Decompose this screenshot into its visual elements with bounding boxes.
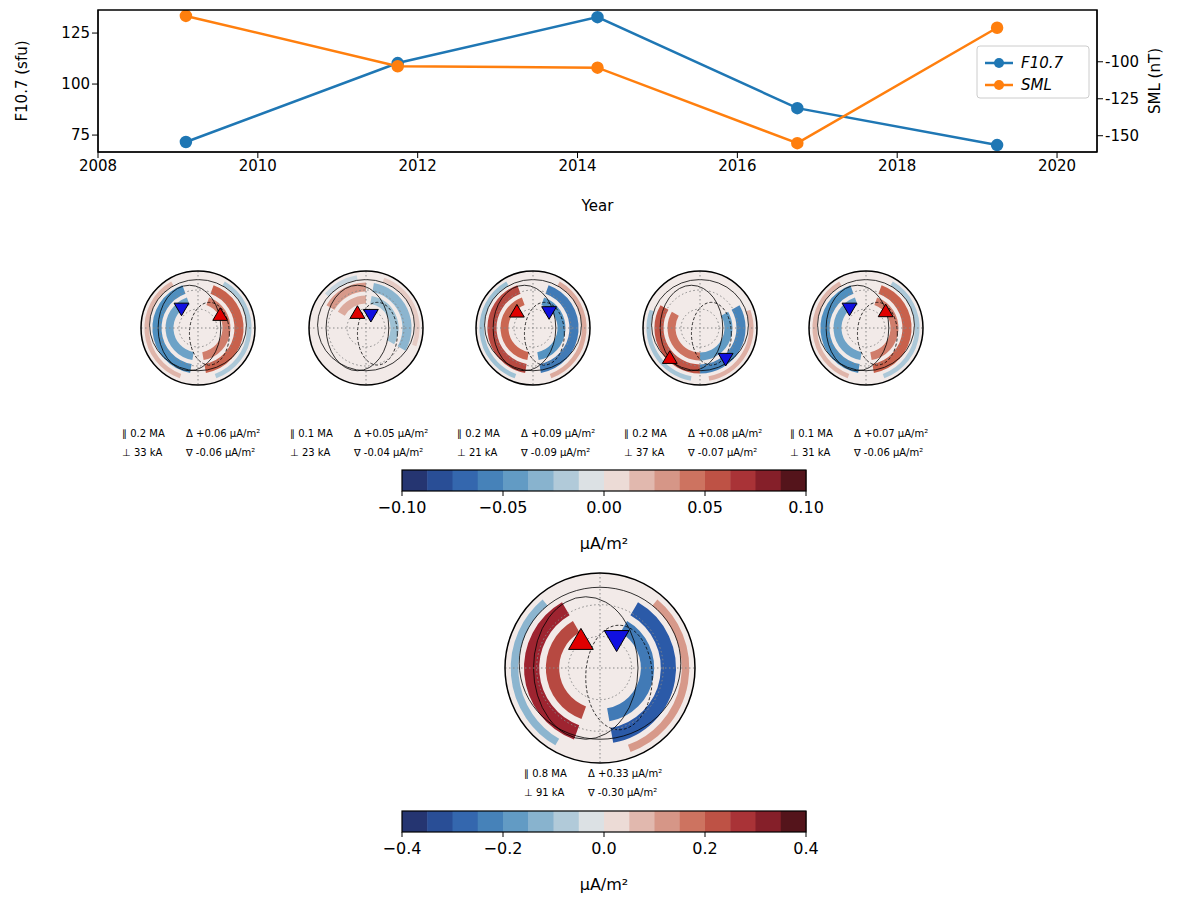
svg-text:μA/m²: μA/m² <box>580 534 629 553</box>
svg-text:Δ +0.09 μA/m²: Δ +0.09 μA/m² <box>521 428 595 439</box>
svg-text:∇ -0.30 μA/m²: ∇ -0.30 μA/m² <box>587 787 657 798</box>
svg-text:2016: 2016 <box>718 157 756 175</box>
svg-text:⊥ 31 kA: ⊥ 31 kA <box>790 447 831 458</box>
svg-text:−0.2: −0.2 <box>484 839 523 858</box>
svg-text:2010: 2010 <box>239 157 277 175</box>
svg-text:∇ -0.09 μA/m²: ∇ -0.09 μA/m² <box>520 447 590 458</box>
svg-text:125: 125 <box>61 24 90 42</box>
svg-text:μA/m²: μA/m² <box>580 875 629 894</box>
svg-text:⊥ 91 kA: ⊥ 91 kA <box>524 787 565 798</box>
svg-text:Δ +0.33 μA/m²: Δ +0.33 μA/m² <box>588 768 662 779</box>
svg-text:0.0: 0.0 <box>591 839 616 858</box>
svg-text:∥ 0.1 MA: ∥ 0.1 MA <box>290 428 333 440</box>
svg-text:0.10: 0.10 <box>788 498 824 517</box>
svg-text:2008: 2008 <box>79 157 117 175</box>
svg-text:∥ 0.2 MA: ∥ 0.2 MA <box>624 428 667 440</box>
svg-text:∇ -0.04 μA/m²: ∇ -0.04 μA/m² <box>353 447 423 458</box>
svg-text:∥ 0.2 MA: ∥ 0.2 MA <box>457 428 500 440</box>
svg-text:F10.7: F10.7 <box>1021 54 1063 72</box>
svg-text:2014: 2014 <box>558 157 596 175</box>
svg-text:⊥ 23 kA: ⊥ 23 kA <box>290 447 331 458</box>
svg-text:2012: 2012 <box>399 157 437 175</box>
svg-text:∇ -0.06 μA/m²: ∇ -0.06 μA/m² <box>853 447 923 458</box>
svg-text:∇ -0.06 μA/m²: ∇ -0.06 μA/m² <box>185 447 255 458</box>
svg-text:∇ -0.07 μA/m²: ∇ -0.07 μA/m² <box>687 447 757 458</box>
svg-text:⊥ 37 kA: ⊥ 37 kA <box>624 447 665 458</box>
svg-text:SML (nT): SML (nT) <box>1146 48 1164 114</box>
svg-text:Δ +0.08 μA/m²: Δ +0.08 μA/m² <box>688 428 762 439</box>
svg-text:0.00: 0.00 <box>586 498 622 517</box>
svg-text:⊥ 33 kA: ⊥ 33 kA <box>122 447 163 458</box>
svg-text:∥ 0.8 MA: ∥ 0.8 MA <box>524 768 567 780</box>
svg-text:Δ +0.07 μA/m²: Δ +0.07 μA/m² <box>854 428 928 439</box>
svg-text:⊥ 21 kA: ⊥ 21 kA <box>457 447 498 458</box>
svg-text:-150: -150 <box>1105 127 1139 145</box>
svg-text:-100: -100 <box>1105 53 1139 71</box>
svg-text:2020: 2020 <box>1038 157 1076 175</box>
svg-text:SML: SML <box>1021 76 1052 94</box>
svg-text:F10.7 (sfu): F10.7 (sfu) <box>13 40 31 121</box>
svg-text:−0.4: −0.4 <box>383 839 422 858</box>
svg-text:0.4: 0.4 <box>793 839 818 858</box>
svg-text:0.05: 0.05 <box>687 498 723 517</box>
svg-text:Δ +0.06 μA/m²: Δ +0.06 μA/m² <box>186 428 260 439</box>
svg-text:Year: Year <box>581 197 615 215</box>
svg-text:∥ 0.2 MA: ∥ 0.2 MA <box>122 428 165 440</box>
svg-text:-125: -125 <box>1105 90 1139 108</box>
svg-text:100: 100 <box>61 75 90 93</box>
svg-text:−0.05: −0.05 <box>478 498 527 517</box>
svg-text:Δ +0.05 μA/m²: Δ +0.05 μA/m² <box>354 428 428 439</box>
svg-text:−0.10: −0.10 <box>377 498 426 517</box>
svg-text:0.2: 0.2 <box>692 839 717 858</box>
svg-text:75: 75 <box>71 126 90 144</box>
svg-text:∥ 0.1 MA: ∥ 0.1 MA <box>790 428 833 440</box>
svg-text:2018: 2018 <box>878 157 916 175</box>
